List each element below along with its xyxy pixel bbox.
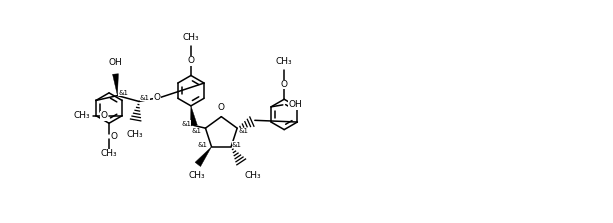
Polygon shape xyxy=(195,147,211,167)
Text: CH₃: CH₃ xyxy=(245,171,262,180)
Text: &1: &1 xyxy=(192,128,202,134)
Text: O: O xyxy=(110,132,117,141)
Text: CH₃: CH₃ xyxy=(73,111,90,120)
Text: CH₃: CH₃ xyxy=(101,149,117,158)
Text: O: O xyxy=(188,56,194,65)
Text: O: O xyxy=(281,80,287,89)
Text: CH₃: CH₃ xyxy=(127,130,143,139)
Text: CH₃: CH₃ xyxy=(183,33,199,42)
Text: CH₃: CH₃ xyxy=(189,171,205,180)
Text: OH: OH xyxy=(289,100,302,109)
Text: &1: &1 xyxy=(140,95,150,101)
Text: &1: &1 xyxy=(232,142,242,148)
Text: OH: OH xyxy=(109,58,123,67)
Text: &1: &1 xyxy=(181,120,191,126)
Text: &1: &1 xyxy=(198,142,208,148)
Polygon shape xyxy=(191,106,197,126)
Polygon shape xyxy=(113,74,118,96)
Text: O: O xyxy=(153,93,160,102)
Text: O: O xyxy=(101,111,107,120)
Text: O: O xyxy=(218,103,225,112)
Text: &1: &1 xyxy=(238,128,248,134)
Text: CH₃: CH₃ xyxy=(276,57,292,66)
Text: &1: &1 xyxy=(118,90,128,96)
